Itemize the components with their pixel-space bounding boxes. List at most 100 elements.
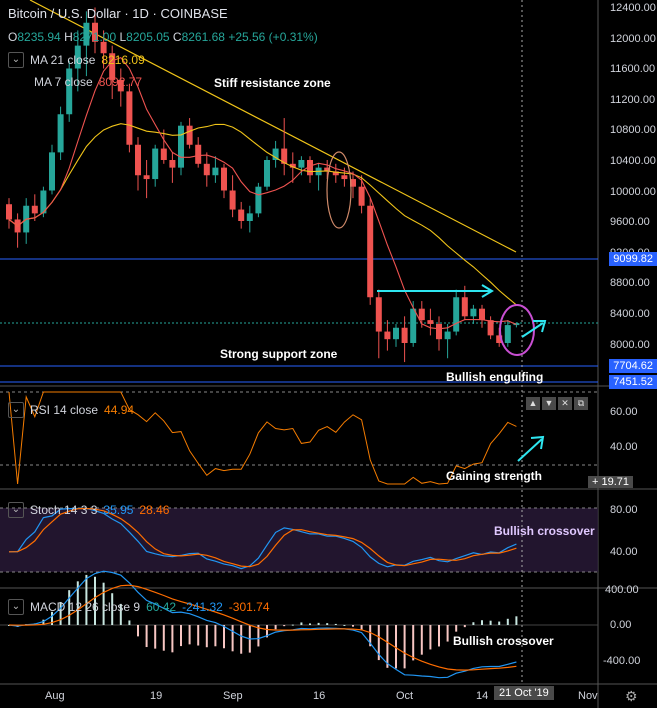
pane-up-icon[interactable]: ▲ [526,397,540,410]
macd-histogram-bar [455,625,458,632]
macd-histogram-bar [403,625,406,669]
candle-body [410,308,417,343]
time-label: Oct [396,690,414,702]
stoch-tick: 80.00 [610,504,638,516]
candle-body [401,327,408,343]
macd-histogram-bar [360,625,363,631]
candle-body [375,297,382,332]
ma7-legend[interactable]: MA 7 close 8092.77 [34,75,143,89]
candle-body [444,331,451,340]
macd-line [8,570,517,679]
macd-legend[interactable]: ⌄ MACD 12 26 close 9 60.42 -241.32 -301.… [8,599,270,615]
annotation-gaining: Gaining strength [446,469,542,483]
ma21-legend[interactable]: ⌄ MA 21 close 8216.09 [8,52,145,68]
macd-histogram-bar [498,621,501,625]
stoch-k-line [8,507,517,570]
open-value: 8235.94 [17,30,61,44]
interval[interactable]: 1D [132,6,149,21]
time-cursor-label: 21 Oct '19 [494,686,554,700]
macd-histogram-bar [283,625,286,627]
macd-histogram-bar [154,625,157,649]
annotation-resistance: Stiff resistance zone [214,76,331,90]
candle-body [461,297,468,317]
annotation-support: Strong support zone [220,347,338,361]
macd-histogram-bar [300,622,303,625]
rsi-cursor-label[interactable]: + 19.71 [588,476,634,488]
macd-histogram-bar [240,625,243,654]
candle-body [281,148,288,164]
macd-histogram-bar [68,590,71,625]
ma7-line [8,56,517,330]
rsi-legend[interactable]: ⌄ RSI 14 close 44.94 [8,402,134,418]
candle-body [31,205,38,214]
macd-histogram-bar [205,625,208,648]
candle-body [135,144,141,176]
candle-body [212,167,219,176]
candle-body [436,323,442,340]
candle-body [367,205,374,298]
macd-histogram-bar [317,622,320,625]
pane-maximize-icon[interactable]: ⧉ [574,397,588,410]
candle-body [57,114,64,153]
macd-histogram-bar [111,593,114,625]
price-tick: 10800.00 [610,124,656,137]
macd-histogram-bar [274,625,277,630]
macd-histogram-bar [85,574,88,625]
pane-close-icon[interactable]: ✕ [558,397,572,410]
macd-histogram-bar [515,616,518,625]
candle-body [255,186,262,214]
plus-icon[interactable]: + [592,476,599,488]
candle-body [358,186,365,206]
macd-histogram-bar [481,620,483,625]
time-label: 14 [476,690,489,702]
macd-tick: 0.00 [610,619,632,631]
time-label: 19 [150,690,163,702]
candle-body [418,308,425,321]
candle-body [186,125,193,145]
candle-body [350,179,356,187]
candle-body [229,190,236,210]
macd-tick: 400.00 [605,584,639,596]
candle-body [160,148,167,160]
macd-histogram-bar [257,625,260,647]
price-tick: 12400.00 [610,2,656,14]
rsi-tick: 40.00 [610,441,638,453]
macd-histogram-bar [386,625,389,668]
toggle-visibility-icon[interactable]: ⌄ [8,599,24,615]
pane-down-icon[interactable]: ▼ [542,397,556,410]
macd-histogram-bar [223,625,225,649]
annotation-macd-crossover: Bullish crossover [453,634,554,648]
low-value: 8205.05 [126,30,170,44]
candle-body [427,320,434,324]
candle-body [479,308,485,321]
change-value: +25.56 (+0.31%) [228,30,318,44]
up-arrow-price [521,320,547,338]
candle-body [289,163,296,168]
candle-body [238,209,245,221]
exchange: COINBASE [160,6,228,21]
stoch-legend[interactable]: ⌄ Stoch 14 3 3 35.95 28.46 [8,502,169,518]
candle-body [143,175,150,180]
macd-histogram-bar [438,625,440,647]
macd-histogram-bar [162,625,165,651]
toggle-visibility-icon[interactable]: ⌄ [8,502,24,518]
macd-histogram-bar [472,622,475,625]
time-label: Nov [578,690,598,702]
macd-histogram-bar [51,611,53,625]
toggle-visibility-icon[interactable]: ⌄ [8,402,24,418]
resistance-price-label: 9099.82 [609,252,657,266]
price-tick: 8800.00 [610,277,650,290]
support-price-label-lower: 7451.52 [609,375,657,389]
ma21-line [8,123,517,306]
candle-body [221,167,227,191]
price-tick: 10400.00 [610,155,656,167]
symbol-name[interactable]: Bitcoin / U.S. Dollar [8,6,121,21]
resistance-trendline [29,0,517,253]
macd-histogram-bar [171,625,174,653]
toggle-visibility-icon[interactable]: ⌄ [8,52,24,68]
candle-body [126,91,133,145]
settings-gear-icon[interactable]: ⚙ [625,688,638,704]
macd-histogram-bar [446,625,449,642]
candle-body [178,125,184,168]
